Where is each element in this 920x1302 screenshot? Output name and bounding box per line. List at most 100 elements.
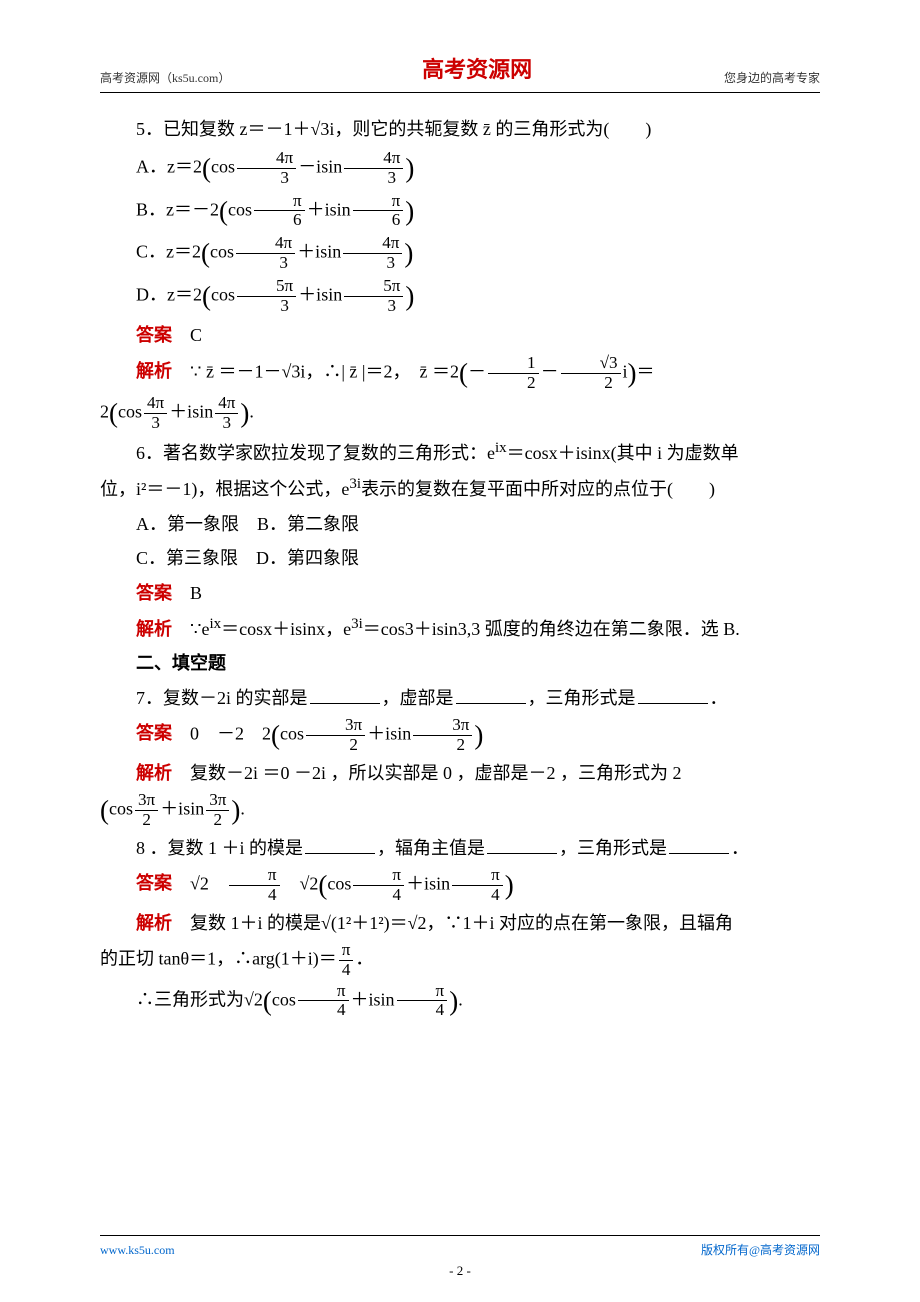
fill-blank <box>456 686 526 704</box>
header-right-text: 您身边的高考专家 <box>724 68 820 90</box>
paren-right: ) <box>449 985 458 1015</box>
q6-options-ab: A．第一象限 B．第二象限 <box>100 508 820 540</box>
mid-text: ＋isin <box>406 873 450 893</box>
paren-left: ( <box>219 195 228 225</box>
page-header: 高考资源网（ks5u.com） 高考资源网 您身边的高考专家 <box>100 50 820 93</box>
frac: π6 <box>353 192 404 231</box>
end-text: ． <box>355 948 373 968</box>
stem-text: 表示的复数在复平面中所对应的点位于( ) <box>361 479 715 499</box>
stem-text: 6．著名数学家欧拉发现了复数的三角形式：e <box>136 443 495 463</box>
cos-text: cos <box>118 402 142 422</box>
cos-text: cos <box>272 989 296 1009</box>
stem-text: ． <box>710 688 728 708</box>
expl-text: 复数－2i ＝0 －2i ，所以实部是 0 ，虚部是－2 ，三角形式为 2 <box>190 763 682 783</box>
mid-text: ＋isin <box>367 723 411 743</box>
content-body: 5．已知复数 z＝－1＋√3i，则它的共轭复数 z̄ 的三角形式为( ) A．z… <box>100 113 820 1021</box>
q7-explanation-line2: (cos3π2＋isin3π2). <box>100 791 820 830</box>
mid-text: ＋isin <box>351 989 395 1009</box>
end-text: . <box>240 798 245 818</box>
stem-text: ，三角形式是 <box>528 688 636 708</box>
q5-answer: 答案C <box>100 319 820 351</box>
q8-explanation-line1: 解析复数 1＋i 的模是√(1²＋1²)＝√2，∵1＋i 对应的点在第一象限，且… <box>100 907 820 939</box>
q8-answer: 答案√2 π4 √2(cosπ4＋isinπ4) <box>100 866 820 905</box>
paren-right: ) <box>405 153 414 183</box>
q6-option-b: B．第二象限 <box>257 514 359 534</box>
mid-text: ＋isin <box>297 242 341 262</box>
end-text: . <box>458 989 463 1009</box>
q6-option-d: D．第四象限 <box>256 548 359 568</box>
footer-url: www.ks5u.com <box>100 1240 175 1262</box>
eq-text: ＝ <box>637 361 655 381</box>
stem-text: ，三角形式是 <box>559 838 667 858</box>
stem-text: ，虚部是 <box>382 688 454 708</box>
mid-text: ＋isin <box>160 798 204 818</box>
mid-text: －isin <box>298 156 342 176</box>
frac: √32 <box>561 354 621 393</box>
expl-label: 解析 <box>136 913 172 933</box>
q5-option-b: B．z＝－2(cosπ6＋isinπ6) <box>100 192 820 231</box>
page-container: 高考资源网（ks5u.com） 高考资源网 您身边的高考专家 5．已知复数 z＝… <box>0 0 920 1302</box>
cos-text: cos <box>210 242 234 262</box>
frac: 4π3 <box>236 234 295 273</box>
frac: π4 <box>397 982 448 1021</box>
expl-text: 的正切 tanθ＝1，∴arg(1＋i)＝ <box>100 948 337 968</box>
frac: π4 <box>452 866 503 905</box>
stem-text: ，辐角主值是 <box>377 838 485 858</box>
q6-options-cd: C．第三象限 D．第四象限 <box>100 542 820 574</box>
expl-text: ∵e <box>190 619 209 639</box>
fill-blank <box>310 686 380 704</box>
cos-text: cos <box>211 156 235 176</box>
q5-explanation-line1: 解析∵ z̄ ＝－1－√3i，∴| z̄ |＝2， z̄ ＝2(－12－√32i… <box>100 354 820 393</box>
ans3: √2 <box>300 873 319 893</box>
frac: 3π2 <box>135 791 158 830</box>
q6-stem-line2: 位，i²＝－1)，根据这个公式，e3i表示的复数在复平面中所对应的点位于( ) <box>100 471 820 505</box>
q8-explanation-line2: 的正切 tanθ＝1，∴arg(1＋i)＝π4． <box>100 941 820 980</box>
q5-b-prefix: B．z＝－2 <box>136 199 219 219</box>
frac: 3π2 <box>413 716 472 755</box>
q5-c-prefix: C．z＝2 <box>136 242 201 262</box>
q5-stem: 5．已知复数 z＝－1＋√3i，则它的共轭复数 z̄ 的三角形式为( ) <box>100 113 820 145</box>
q5-d-prefix: D．z＝2 <box>136 284 202 304</box>
section-2-heading: 二、填空题 <box>100 647 820 679</box>
frac: 4π3 <box>144 394 167 433</box>
paren-right: ) <box>405 281 414 311</box>
frac: π6 <box>254 192 305 231</box>
cos-text: cos <box>280 723 304 743</box>
expl-label: 解析 <box>136 763 172 783</box>
expl-text: ∴三角形式为√2 <box>136 989 263 1009</box>
footer-copyright: 版权所有@高考资源网 <box>701 1240 820 1262</box>
page-number: - 2 - <box>449 1259 471 1282</box>
answer-label: 答案 <box>136 325 172 345</box>
ans2-frac: π4 <box>229 866 280 905</box>
q8-stem: 8 ．复数 1 ＋i 的模是，辐角主值是，三角形式是． <box>100 832 820 864</box>
stem-text: 7．复数－2i 的实部是 <box>136 688 308 708</box>
q7-answer: 答案0 －2 2(cos3π2＋isin3π2) <box>100 716 820 755</box>
answer-value: B <box>190 583 202 603</box>
ans3: 2 <box>262 723 271 743</box>
fill-blank <box>305 836 375 854</box>
sup-text: ix <box>209 616 221 632</box>
expl-text: ∵ z̄ ＝－1－√3i，∴| z̄ |＝2， z̄ ＝2 <box>190 361 459 381</box>
cos-text: cos <box>211 284 235 304</box>
frac: 4π3 <box>343 234 402 273</box>
paren-left: ( <box>109 398 118 428</box>
mid-text: ＋isin <box>307 199 351 219</box>
paren-left: ( <box>263 985 272 1015</box>
paren-right: ) <box>505 870 514 900</box>
ans1: 0 <box>190 723 199 743</box>
paren-left: ( <box>201 238 210 268</box>
frac: 4π3 <box>237 149 296 188</box>
expl-label: 解析 <box>136 361 172 381</box>
q6-stem-line1: 6．著名数学家欧拉发现了复数的三角形式：eix＝cosx＋isinx(其中 i … <box>100 435 820 469</box>
expl-text: 复数 1＋i 的模是√(1²＋1²)＝√2，∵1＋i 对应的点在第一象限，且辐角 <box>190 913 733 933</box>
stem-text: ． <box>731 838 749 858</box>
end-text: . <box>249 402 254 422</box>
stem-text: ＝cosx＋isinx(其中 i 为虚数单 <box>507 443 739 463</box>
stem-text: 位，i²＝－1)，根据这个公式，e <box>100 479 349 499</box>
paren-right: ) <box>404 238 413 268</box>
paren-right: ) <box>474 720 483 750</box>
q6-option-c: C．第三象限 <box>136 548 238 568</box>
mid-text: ＋isin <box>298 284 342 304</box>
frac: 5π3 <box>344 277 403 316</box>
sup-text: 3i <box>351 616 363 632</box>
